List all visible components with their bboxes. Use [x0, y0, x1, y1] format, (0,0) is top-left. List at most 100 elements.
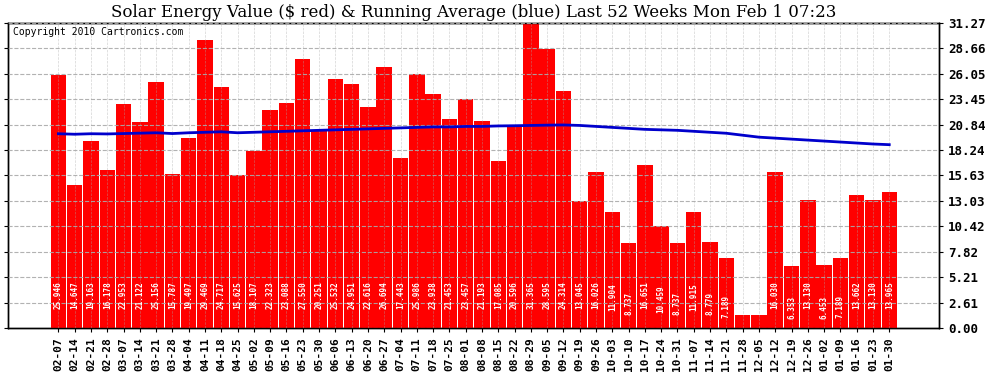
Bar [572, 201, 587, 328]
Text: 22.323: 22.323 [265, 281, 274, 309]
Bar [376, 68, 392, 328]
Bar [735, 315, 750, 328]
Bar [686, 212, 702, 328]
Text: 16.178: 16.178 [103, 281, 112, 309]
Text: 23.938: 23.938 [429, 281, 438, 309]
Bar [426, 94, 441, 328]
Bar [164, 174, 180, 328]
Bar [865, 200, 881, 328]
Text: 16.026: 16.026 [591, 281, 601, 309]
Bar [328, 79, 344, 328]
Text: 23.457: 23.457 [461, 281, 470, 309]
Text: 8.779: 8.779 [706, 292, 715, 315]
Bar [230, 176, 246, 328]
Text: 28.595: 28.595 [543, 281, 551, 309]
Bar [474, 121, 490, 328]
Bar [67, 185, 82, 328]
Bar [247, 151, 261, 328]
Text: 13.130: 13.130 [868, 281, 877, 309]
Bar [279, 103, 294, 328]
Bar [148, 82, 164, 328]
Text: 15.625: 15.625 [233, 281, 243, 309]
Bar [458, 99, 473, 328]
Bar [605, 212, 620, 328]
Text: 17.443: 17.443 [396, 281, 405, 309]
Bar [311, 130, 327, 328]
Text: 13.045: 13.045 [575, 281, 584, 309]
Text: 24.717: 24.717 [217, 281, 226, 309]
Text: 19.163: 19.163 [86, 281, 95, 309]
Bar [653, 226, 669, 328]
Text: 17.085: 17.085 [494, 281, 503, 309]
Bar [507, 127, 523, 328]
Text: 7.189: 7.189 [836, 294, 844, 318]
Text: 8.737: 8.737 [673, 292, 682, 315]
Bar [702, 242, 718, 328]
Bar [83, 141, 99, 328]
Text: 21.193: 21.193 [477, 281, 486, 309]
Bar [540, 49, 554, 328]
Text: 14.647: 14.647 [70, 281, 79, 309]
Bar [669, 243, 685, 328]
Bar [817, 265, 832, 328]
Text: 16.651: 16.651 [641, 281, 649, 309]
Bar [490, 161, 506, 328]
Text: 19.497: 19.497 [184, 281, 193, 309]
Bar [100, 170, 115, 328]
Bar [344, 84, 359, 328]
Bar [751, 315, 766, 328]
Bar [50, 75, 66, 328]
Bar [638, 165, 652, 328]
Bar [197, 40, 213, 328]
Bar [621, 243, 637, 328]
Bar [393, 158, 408, 328]
Text: 10.459: 10.459 [656, 285, 665, 313]
Text: 20.251: 20.251 [315, 281, 324, 309]
Text: 29.469: 29.469 [201, 281, 210, 309]
Text: 23.088: 23.088 [282, 281, 291, 309]
Bar [588, 172, 604, 328]
Bar [132, 122, 148, 328]
Text: 25.532: 25.532 [331, 281, 340, 309]
Text: 21.453: 21.453 [445, 281, 453, 309]
Text: 22.616: 22.616 [363, 281, 372, 309]
Bar [360, 107, 375, 328]
Text: 11.915: 11.915 [689, 283, 698, 310]
Text: 11.904: 11.904 [608, 283, 617, 310]
Text: 16.030: 16.030 [770, 281, 780, 309]
Bar [116, 104, 132, 328]
Bar [555, 91, 571, 328]
Text: 24.951: 24.951 [347, 281, 356, 309]
Text: 13.662: 13.662 [852, 281, 861, 309]
Text: 18.107: 18.107 [249, 281, 258, 309]
Text: 31.365: 31.365 [527, 281, 536, 309]
Text: 22.953: 22.953 [119, 281, 128, 309]
Bar [295, 59, 311, 328]
Text: 24.314: 24.314 [559, 281, 568, 309]
Text: 25.156: 25.156 [151, 281, 160, 309]
Text: 8.737: 8.737 [624, 292, 633, 315]
Bar [719, 258, 734, 328]
Bar [214, 87, 229, 328]
Bar [181, 138, 196, 328]
Bar [784, 266, 799, 328]
Bar [442, 118, 457, 328]
Text: 20.596: 20.596 [510, 281, 519, 309]
Bar [409, 74, 425, 328]
Text: 15.787: 15.787 [168, 281, 177, 309]
Title: Solar Energy Value ($ red) & Running Average (blue) Last 52 Weeks Mon Feb 1 07:2: Solar Energy Value ($ red) & Running Ave… [111, 4, 837, 21]
Text: 25.946: 25.946 [53, 281, 63, 309]
Bar [767, 171, 783, 328]
Text: 26.694: 26.694 [380, 281, 389, 309]
Bar [262, 110, 278, 328]
Text: 6.453: 6.453 [820, 296, 829, 319]
Text: 6.353: 6.353 [787, 296, 796, 319]
Text: 13.965: 13.965 [885, 281, 894, 309]
Text: 13.130: 13.130 [803, 281, 812, 309]
Bar [881, 192, 897, 328]
Text: 27.550: 27.550 [298, 281, 307, 309]
Bar [849, 195, 864, 328]
Text: 21.122: 21.122 [136, 281, 145, 309]
Bar [800, 200, 816, 328]
Text: 7.189: 7.189 [722, 294, 731, 318]
